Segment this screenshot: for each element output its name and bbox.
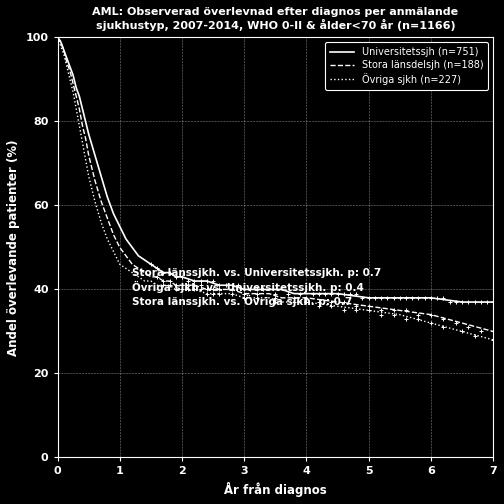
Title: AML: Observerad överlevnad efter diagnos per anmälande
sjukhustyp, 2007-2014, WH: AML: Observerad överlevnad efter diagnos… — [92, 7, 459, 31]
X-axis label: År från diagnos: År från diagnos — [224, 482, 327, 497]
Text: Stora länssjkh. vs. Universitetssjkh. p: 0.7
Övriga sjkh. vs. Universitetssjkh. : Stora länssjkh. vs. Universitetssjkh. p:… — [132, 269, 381, 306]
Y-axis label: Andel överlevande patienter (%): Andel överlevande patienter (%) — [7, 139, 20, 356]
Legend: Universitetssjh (n=751), Stora länsdelsjh (n=188), Övriga sjkh (n=227): Universitetssjh (n=751), Stora länsdelsj… — [325, 42, 488, 90]
